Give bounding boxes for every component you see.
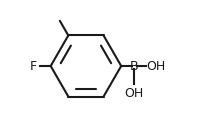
Text: OH: OH bbox=[147, 60, 166, 72]
Text: OH: OH bbox=[125, 87, 144, 100]
Text: F: F bbox=[30, 60, 37, 72]
Text: B: B bbox=[130, 60, 139, 72]
